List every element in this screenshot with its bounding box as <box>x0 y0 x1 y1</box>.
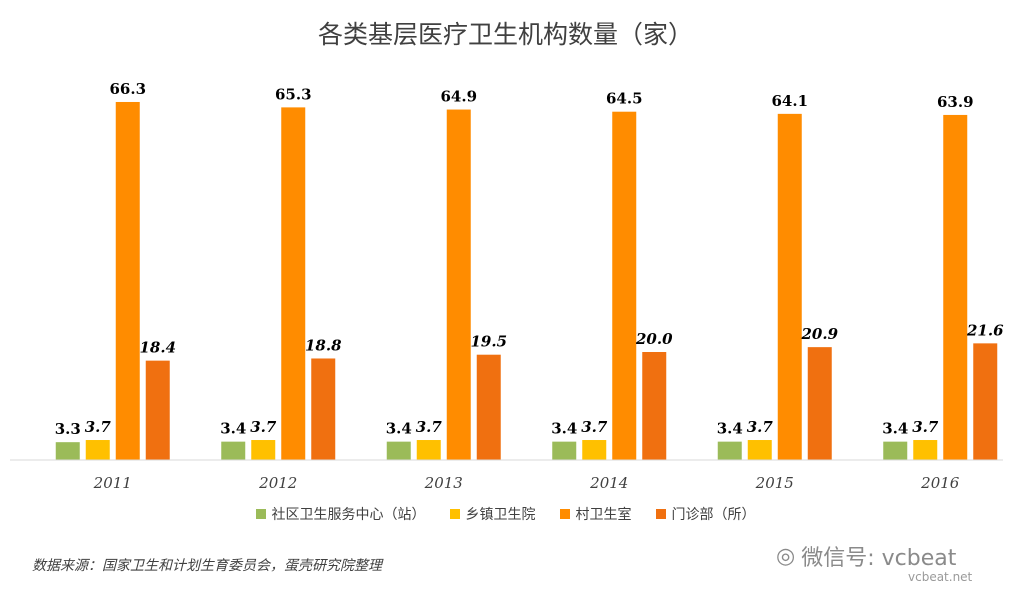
bar <box>446 109 471 460</box>
bar <box>251 440 276 460</box>
bar <box>281 107 306 460</box>
x-tick-label: 2013 <box>424 474 463 492</box>
bar-data-label: 18.4 <box>139 339 176 357</box>
legend-swatch <box>255 509 266 519</box>
bar-data-label: 63.9 <box>937 93 974 111</box>
bar <box>883 441 908 460</box>
bar-data-label: 65.3 <box>275 85 312 103</box>
x-tick-label: 2015 <box>755 474 794 492</box>
legend-swatch <box>449 509 460 519</box>
x-tick-label: 2016 <box>920 474 960 492</box>
bar <box>552 441 577 460</box>
bar <box>913 440 938 460</box>
watermark-site: vcbeat.net <box>908 570 973 584</box>
legend-label: 村卫生室 <box>575 507 632 523</box>
bar-data-label: 66.3 <box>109 80 146 98</box>
bar <box>386 441 411 460</box>
legend-label: 社区卫生服务中心（站） <box>271 507 426 523</box>
bar-data-label: 3.3 <box>55 420 81 438</box>
bar <box>747 440 772 460</box>
bar-data-label: 3.4 <box>220 420 246 438</box>
legend-swatch <box>559 509 570 519</box>
bar-data-label: 64.5 <box>606 90 643 108</box>
bar <box>85 440 110 460</box>
bar <box>582 440 607 460</box>
bar <box>807 347 832 460</box>
bar <box>642 352 667 460</box>
x-tick-labels-group: 2011 2012 2013 2014 2015 2016 <box>93 474 960 492</box>
bar-data-label: 3.7 <box>912 418 939 436</box>
bar-data-label: 18.8 <box>305 336 342 354</box>
bar <box>973 343 998 460</box>
bar <box>221 441 246 460</box>
bar-data-label: 3.4 <box>717 420 743 438</box>
legend-item-clinic: 门诊部（所） <box>655 504 756 524</box>
bar <box>717 441 742 460</box>
bar-data-label: 19.5 <box>470 333 507 351</box>
bar-data-label: 3.7 <box>416 418 443 436</box>
bar-data-label: 21.6 <box>966 321 1004 339</box>
bar <box>311 358 336 460</box>
bar <box>612 111 637 460</box>
bar <box>145 360 170 460</box>
bar <box>476 354 501 460</box>
x-tick-label: 2011 <box>93 474 132 492</box>
bar <box>416 440 441 460</box>
wechat-logo-icon: ◎ <box>776 543 796 569</box>
watermark: ◎ 微信号: vcbeat <box>776 540 956 572</box>
x-tick-label: 2014 <box>589 474 628 492</box>
bar <box>777 113 802 461</box>
bars-group <box>55 101 998 461</box>
chart-title: 各类基层医疗卫生机构数量（家） <box>317 20 693 49</box>
bar-data-label: 64.1 <box>771 92 808 110</box>
bar-data-label: 3.7 <box>747 418 774 436</box>
bar-data-label: 64.9 <box>440 88 477 106</box>
bar-data-label: 20.0 <box>635 330 673 348</box>
x-tick-label: 2012 <box>258 474 297 492</box>
bar <box>115 101 140 460</box>
legend-item-village: 村卫生室 <box>559 504 632 524</box>
data-labels-group: 3.3 3.766.318.43.4 3.765.318.83.4 3.764.919… <box>55 80 1004 438</box>
legend-swatch <box>655 509 666 519</box>
bar-data-label: 3.7 <box>581 418 608 436</box>
bar-data-label: 3.4 <box>551 420 577 438</box>
legend: 社区卫生服务中心（站） 乡镇卫生院 村卫生室 门诊部（所） <box>0 504 1011 524</box>
bar-data-label: 20.9 <box>800 325 838 343</box>
legend-item-township: 乡镇卫生院 <box>449 504 536 524</box>
bar-data-label: 3.4 <box>882 420 908 438</box>
bar-data-label: 3.7 <box>250 418 277 436</box>
watermark-text: 微信号: vcbeat <box>801 546 957 571</box>
bar-data-label: 3.7 <box>85 418 112 436</box>
legend-item-community: 社区卫生服务中心（站） <box>255 504 426 524</box>
legend-label: 门诊部（所） <box>671 507 756 523</box>
bar-data-label: 3.4 <box>386 420 412 438</box>
bar <box>943 114 968 460</box>
bar <box>55 442 80 460</box>
legend-label: 乡镇卫生院 <box>465 507 536 523</box>
source-note: 数据来源：国家卫生和计划生育委员会，蛋壳研究院整理 <box>32 558 382 574</box>
